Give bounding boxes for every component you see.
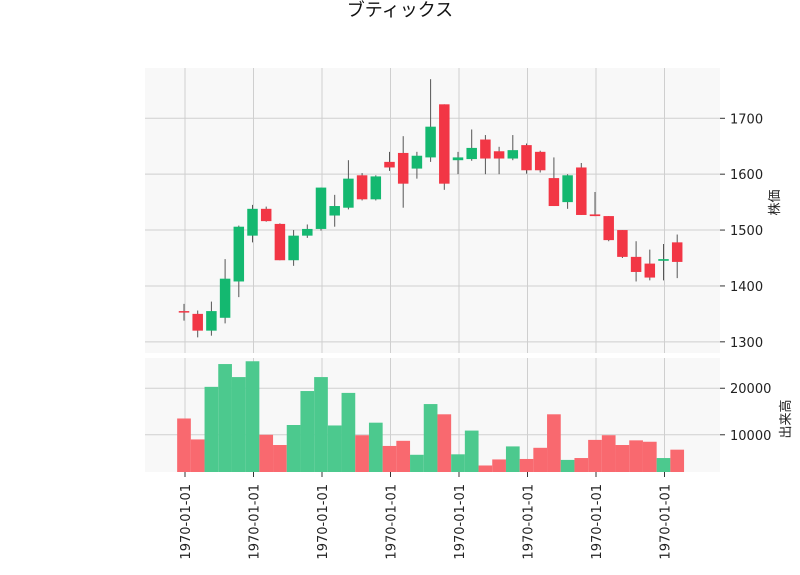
x-tick-label: 1970-01-01 bbox=[453, 484, 468, 560]
candle-down bbox=[630, 256, 642, 272]
volume-bar-up bbox=[464, 430, 479, 472]
candle-down bbox=[671, 242, 683, 262]
volume-bar-up bbox=[423, 404, 438, 472]
volume-axis-label: 出来高 bbox=[778, 399, 794, 438]
volume-bar-up bbox=[451, 454, 465, 472]
volume-bar-down bbox=[273, 445, 287, 472]
price-plot-area bbox=[145, 68, 720, 353]
volume-bar-down bbox=[492, 459, 506, 472]
candle-up bbox=[425, 126, 436, 158]
volume-bar-down bbox=[519, 458, 534, 472]
volume-bar-down bbox=[670, 449, 685, 472]
volume-bar-down bbox=[355, 435, 369, 472]
candle-up bbox=[247, 208, 258, 236]
x-tick-label: 1970-01-01 bbox=[316, 484, 331, 560]
volume-bar-up bbox=[341, 392, 356, 472]
price-axis-label: 株価 bbox=[768, 189, 783, 215]
volume-bar-up bbox=[505, 446, 520, 472]
candle-up bbox=[329, 206, 340, 216]
candle-up bbox=[343, 178, 354, 208]
x-axis: 1970-01-01 1970-01-01 1970-01-01 1970-01-01… bbox=[179, 472, 674, 560]
candle-down bbox=[192, 313, 203, 331]
volume-bar-up bbox=[368, 422, 383, 472]
candle-down bbox=[603, 216, 614, 241]
candle-down bbox=[480, 139, 491, 159]
candle-down bbox=[589, 214, 601, 217]
volume-bar-down bbox=[177, 418, 191, 472]
candle-up bbox=[411, 155, 423, 169]
candle-up bbox=[302, 228, 313, 236]
volume-bar-up bbox=[218, 364, 232, 472]
volume-bar-up bbox=[231, 377, 246, 472]
volume-tick-label: 20000 bbox=[730, 382, 771, 397]
volume-bar-down bbox=[190, 439, 205, 472]
candle-up bbox=[452, 157, 464, 161]
volume-bar-up bbox=[656, 458, 671, 472]
x-tick-label: 1970-01-01 bbox=[590, 484, 605, 560]
candle-down bbox=[356, 175, 368, 200]
chart-title: ブティックス bbox=[347, 0, 453, 21]
volume-bar-down bbox=[601, 435, 616, 472]
volume-bar-down bbox=[478, 465, 493, 472]
x-tick-label: 1970-01-01 bbox=[248, 484, 263, 560]
volume-panel: 10000 20000 bbox=[145, 358, 771, 472]
candle-up bbox=[562, 175, 573, 203]
candle-up bbox=[233, 226, 245, 282]
candle-down bbox=[384, 161, 395, 168]
candle-down bbox=[644, 263, 656, 278]
volume-bar-up bbox=[204, 386, 219, 472]
volume-bar-down bbox=[615, 445, 630, 472]
volume-bar-down bbox=[437, 414, 452, 472]
price-tick-label: 1600 bbox=[730, 168, 763, 183]
candle-down bbox=[260, 208, 272, 222]
candle-up bbox=[507, 150, 519, 159]
volume-bar-down bbox=[574, 458, 589, 472]
candle-down bbox=[576, 167, 587, 215]
candle-up bbox=[315, 187, 327, 229]
x-tick-label: 1970-01-01 bbox=[522, 484, 537, 560]
volume-bar-up bbox=[314, 377, 328, 472]
volume-bar-down bbox=[629, 440, 643, 472]
volume-bar-down bbox=[642, 441, 657, 472]
candle-down bbox=[534, 151, 546, 171]
volume-bar-down bbox=[396, 440, 411, 472]
candle-down bbox=[439, 104, 450, 184]
candle-up bbox=[219, 278, 231, 318]
volume-tick-label: 10000 bbox=[730, 429, 771, 444]
candle-down bbox=[274, 223, 286, 261]
x-tick-label: 1970-01-01 bbox=[179, 484, 194, 560]
candle-up bbox=[206, 311, 217, 331]
candle-up bbox=[466, 147, 477, 160]
candle-up bbox=[658, 259, 669, 261]
volume-bar-down bbox=[547, 414, 561, 472]
candle-down bbox=[548, 178, 560, 207]
candle-up bbox=[288, 235, 299, 261]
x-tick-label: 1970-01-01 bbox=[659, 484, 674, 560]
candle-down bbox=[178, 311, 190, 313]
volume-bar-down bbox=[588, 439, 602, 472]
price-tick-label: 1700 bbox=[730, 112, 763, 127]
candle-down bbox=[397, 152, 409, 184]
volume-bar-down bbox=[259, 434, 274, 472]
volume-bar-up bbox=[300, 391, 315, 472]
price-tick-label: 1300 bbox=[730, 336, 763, 351]
price-tick-label: 1500 bbox=[730, 224, 763, 239]
volume-bar-down bbox=[382, 445, 397, 472]
volume-bar-down bbox=[533, 447, 548, 472]
x-tick-label: 1970-01-01 bbox=[385, 484, 400, 560]
price-panel: 1300 1400 1500 1600 1700 bbox=[145, 68, 763, 353]
candle-up bbox=[370, 176, 382, 200]
volume-bar-up bbox=[410, 454, 424, 472]
volume-bar-up bbox=[327, 425, 342, 472]
candle-down bbox=[493, 151, 505, 159]
candle-down bbox=[521, 145, 532, 171]
volume-bar-up bbox=[286, 425, 301, 472]
price-tick-label: 1400 bbox=[730, 280, 763, 295]
volume-bar-up bbox=[560, 459, 575, 472]
volume-bar-up bbox=[245, 361, 260, 472]
candle-down bbox=[617, 230, 628, 257]
